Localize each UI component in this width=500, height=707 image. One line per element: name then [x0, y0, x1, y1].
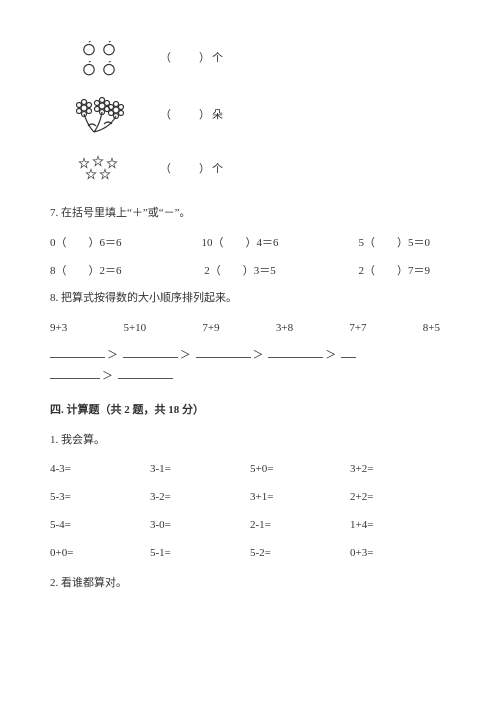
c-r3-a: 5-4= — [50, 516, 150, 536]
q7-row1: 0（ ）6＝6 10（ ）4＝6 5（ ）5＝0 — [50, 234, 450, 254]
q7-r2-a: 8（ ）2＝6 — [50, 262, 122, 282]
q8-e: 7+7 — [349, 319, 366, 339]
stars-graphic — [50, 154, 150, 186]
q7-r2-c: 2（ ）7＝9 — [359, 262, 431, 282]
q8-c: 7+9 — [202, 319, 219, 339]
apples-label: （ ）个 — [160, 49, 225, 69]
s4-q2-title: 2. 看谁都算对。 — [50, 574, 450, 594]
q8-blanks: ＞ ＞ ＞ ＞ ＞ — [50, 345, 450, 387]
c-r2-d: 2+2= — [350, 488, 450, 508]
c-r2-a: 5-3= — [50, 488, 150, 508]
pic-row-stars: （ ）个 — [50, 154, 450, 186]
flowers-label: （ ）朵 — [160, 106, 225, 126]
c-r1-d: 3+2= — [350, 460, 450, 480]
q8-a: 9+3 — [50, 319, 67, 339]
c-r3-d: 1+4= — [350, 516, 450, 536]
c-r3-c: 2-1= — [250, 516, 350, 536]
pic-row-apples: （ ）个 — [50, 40, 450, 78]
c-r4-b: 5-1= — [150, 544, 250, 564]
calc-grid: 4-3= 3-1= 5+0= 3+2= 5-3= 3-2= 3+1= 2+2= … — [50, 460, 450, 563]
c-r1-b: 3-1= — [150, 460, 250, 480]
q8-title: 8. 把算式按得数的大小顺序排列起来。 — [50, 289, 450, 309]
c-r1-a: 4-3= — [50, 460, 150, 480]
q7-r1-a: 0（ ）6＝6 — [50, 234, 122, 254]
c-r2-b: 3-2= — [150, 488, 250, 508]
s4-q1-title: 1. 我会算。 — [50, 431, 450, 451]
q7-row2: 8（ ）2＝6 2（ ）3＝5 2（ ）7＝9 — [50, 262, 450, 282]
c-r4-c: 5-2= — [250, 544, 350, 564]
c-r3-b: 3-0= — [150, 516, 250, 536]
pic-row-flowers: （ ）朵 — [50, 96, 450, 136]
apples-graphic — [50, 40, 150, 78]
section4-title: 四. 计算题（共 2 题，共 18 分） — [50, 401, 450, 421]
q7-r1-b: 10（ ）4＝6 — [202, 234, 279, 254]
c-r1-c: 5+0= — [250, 460, 350, 480]
q7-title: 7. 在括号里填上“＋”或“－”。 — [50, 204, 450, 224]
stars-label: （ ）个 — [160, 160, 225, 180]
q8-b: 5+10 — [123, 319, 146, 339]
q7-r1-c: 5（ ）5＝0 — [359, 234, 431, 254]
flowers-graphic — [50, 96, 150, 136]
q8-f: 8+5 — [423, 319, 440, 339]
c-r4-a: 0+0= — [50, 544, 150, 564]
q8-d: 3+8 — [276, 319, 293, 339]
c-r4-d: 0+3= — [350, 544, 450, 564]
q8-items: 9+3 5+10 7+9 3+8 7+7 8+5 — [50, 319, 450, 339]
q7-r2-b: 2（ ）3＝5 — [204, 262, 276, 282]
c-r2-c: 3+1= — [250, 488, 350, 508]
